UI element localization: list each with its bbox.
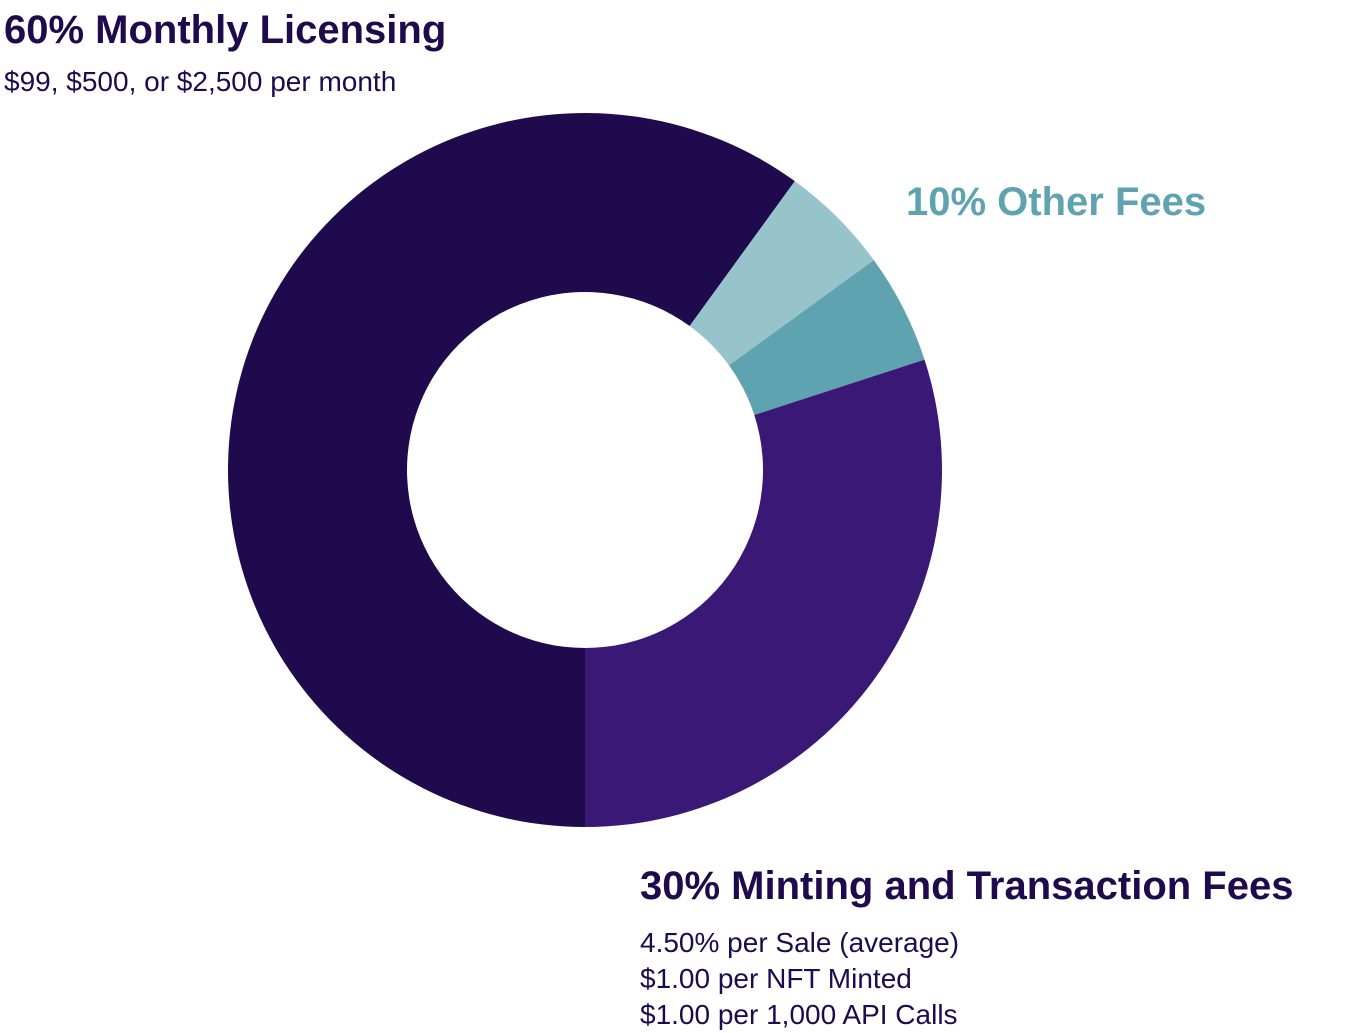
minting-details: 4.50% per Sale (average) $1.00 per NFT M…	[640, 925, 959, 1033]
minting-detail-sale: 4.50% per Sale (average)	[640, 927, 960, 958]
licensing-title: 60% Monthly Licensing	[4, 8, 447, 52]
slice-other-fees-a	[689, 181, 874, 366]
other-fees-title: 10% Other Fees	[906, 180, 1207, 224]
minting-detail-nft: $1.00 per NFT Minted	[640, 963, 912, 994]
minting-title: 30% Minting and Transaction Fees	[640, 864, 1294, 908]
licensing-detail: $99, $500, or $2,500 per month	[4, 66, 397, 97]
minting-detail-api: $1.00 per 1,000 API Calls	[640, 999, 958, 1030]
slice-minting-and-transaction-fees	[585, 359, 942, 827]
slice-monthly-licensing	[228, 113, 795, 828]
slice-other-fees-b	[729, 260, 925, 415]
